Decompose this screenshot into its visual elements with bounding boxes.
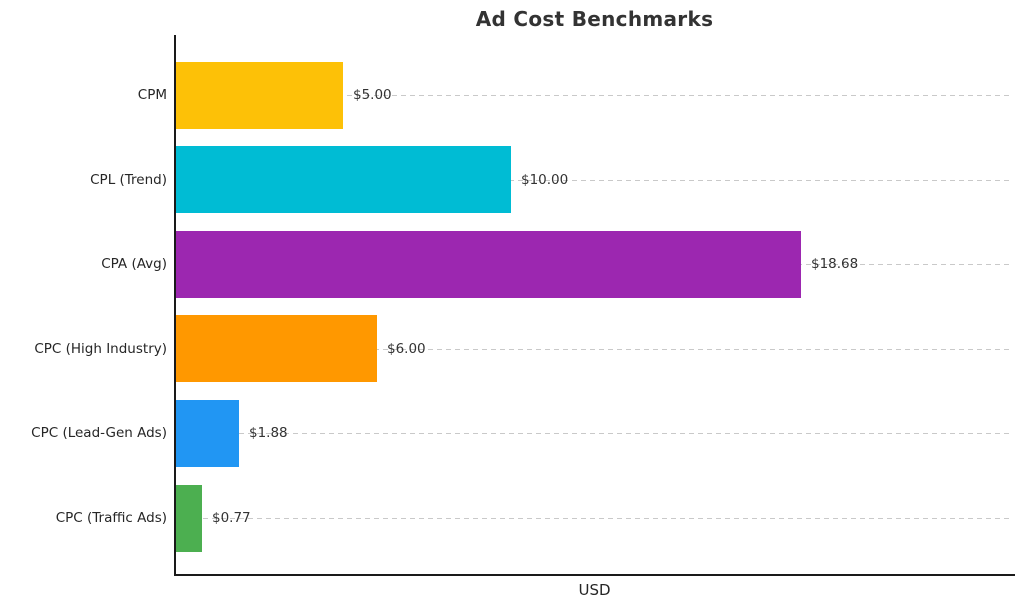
bar-cpl-trend bbox=[176, 146, 511, 213]
category-label: CPC (Traffic Ads) bbox=[55, 510, 167, 526]
y-axis-line bbox=[174, 35, 176, 576]
category-label: CPL (Trend) bbox=[90, 172, 167, 188]
gridline bbox=[176, 433, 1013, 434]
value-label: $18.68 bbox=[811, 256, 859, 272]
gridline bbox=[176, 349, 1013, 350]
category-label: CPC (Lead-Gen Ads) bbox=[31, 425, 167, 441]
gridline bbox=[176, 95, 1013, 96]
value-label: $6.00 bbox=[387, 341, 426, 357]
value-label: $5.00 bbox=[353, 87, 392, 103]
bar-cpm bbox=[176, 62, 343, 129]
value-label: $0.77 bbox=[212, 510, 251, 526]
bar-cpc-lead-gen-ads bbox=[176, 400, 239, 467]
bar-cpc-traffic-ads bbox=[176, 485, 202, 552]
gridline bbox=[176, 180, 1013, 181]
category-label: CPM bbox=[137, 87, 167, 103]
gridline bbox=[176, 518, 1013, 519]
x-axis-label: USD bbox=[578, 581, 611, 599]
x-axis-line bbox=[174, 574, 1015, 576]
category-label: CPC (High Industry) bbox=[34, 341, 167, 357]
bar-cpa-avg bbox=[176, 231, 801, 298]
chart-title: Ad Cost Benchmarks bbox=[475, 7, 714, 31]
value-label: $1.88 bbox=[249, 425, 288, 441]
bar-cpc-high-industry bbox=[176, 315, 377, 382]
category-label: CPA (Avg) bbox=[101, 256, 167, 272]
value-label: $10.00 bbox=[521, 172, 569, 188]
